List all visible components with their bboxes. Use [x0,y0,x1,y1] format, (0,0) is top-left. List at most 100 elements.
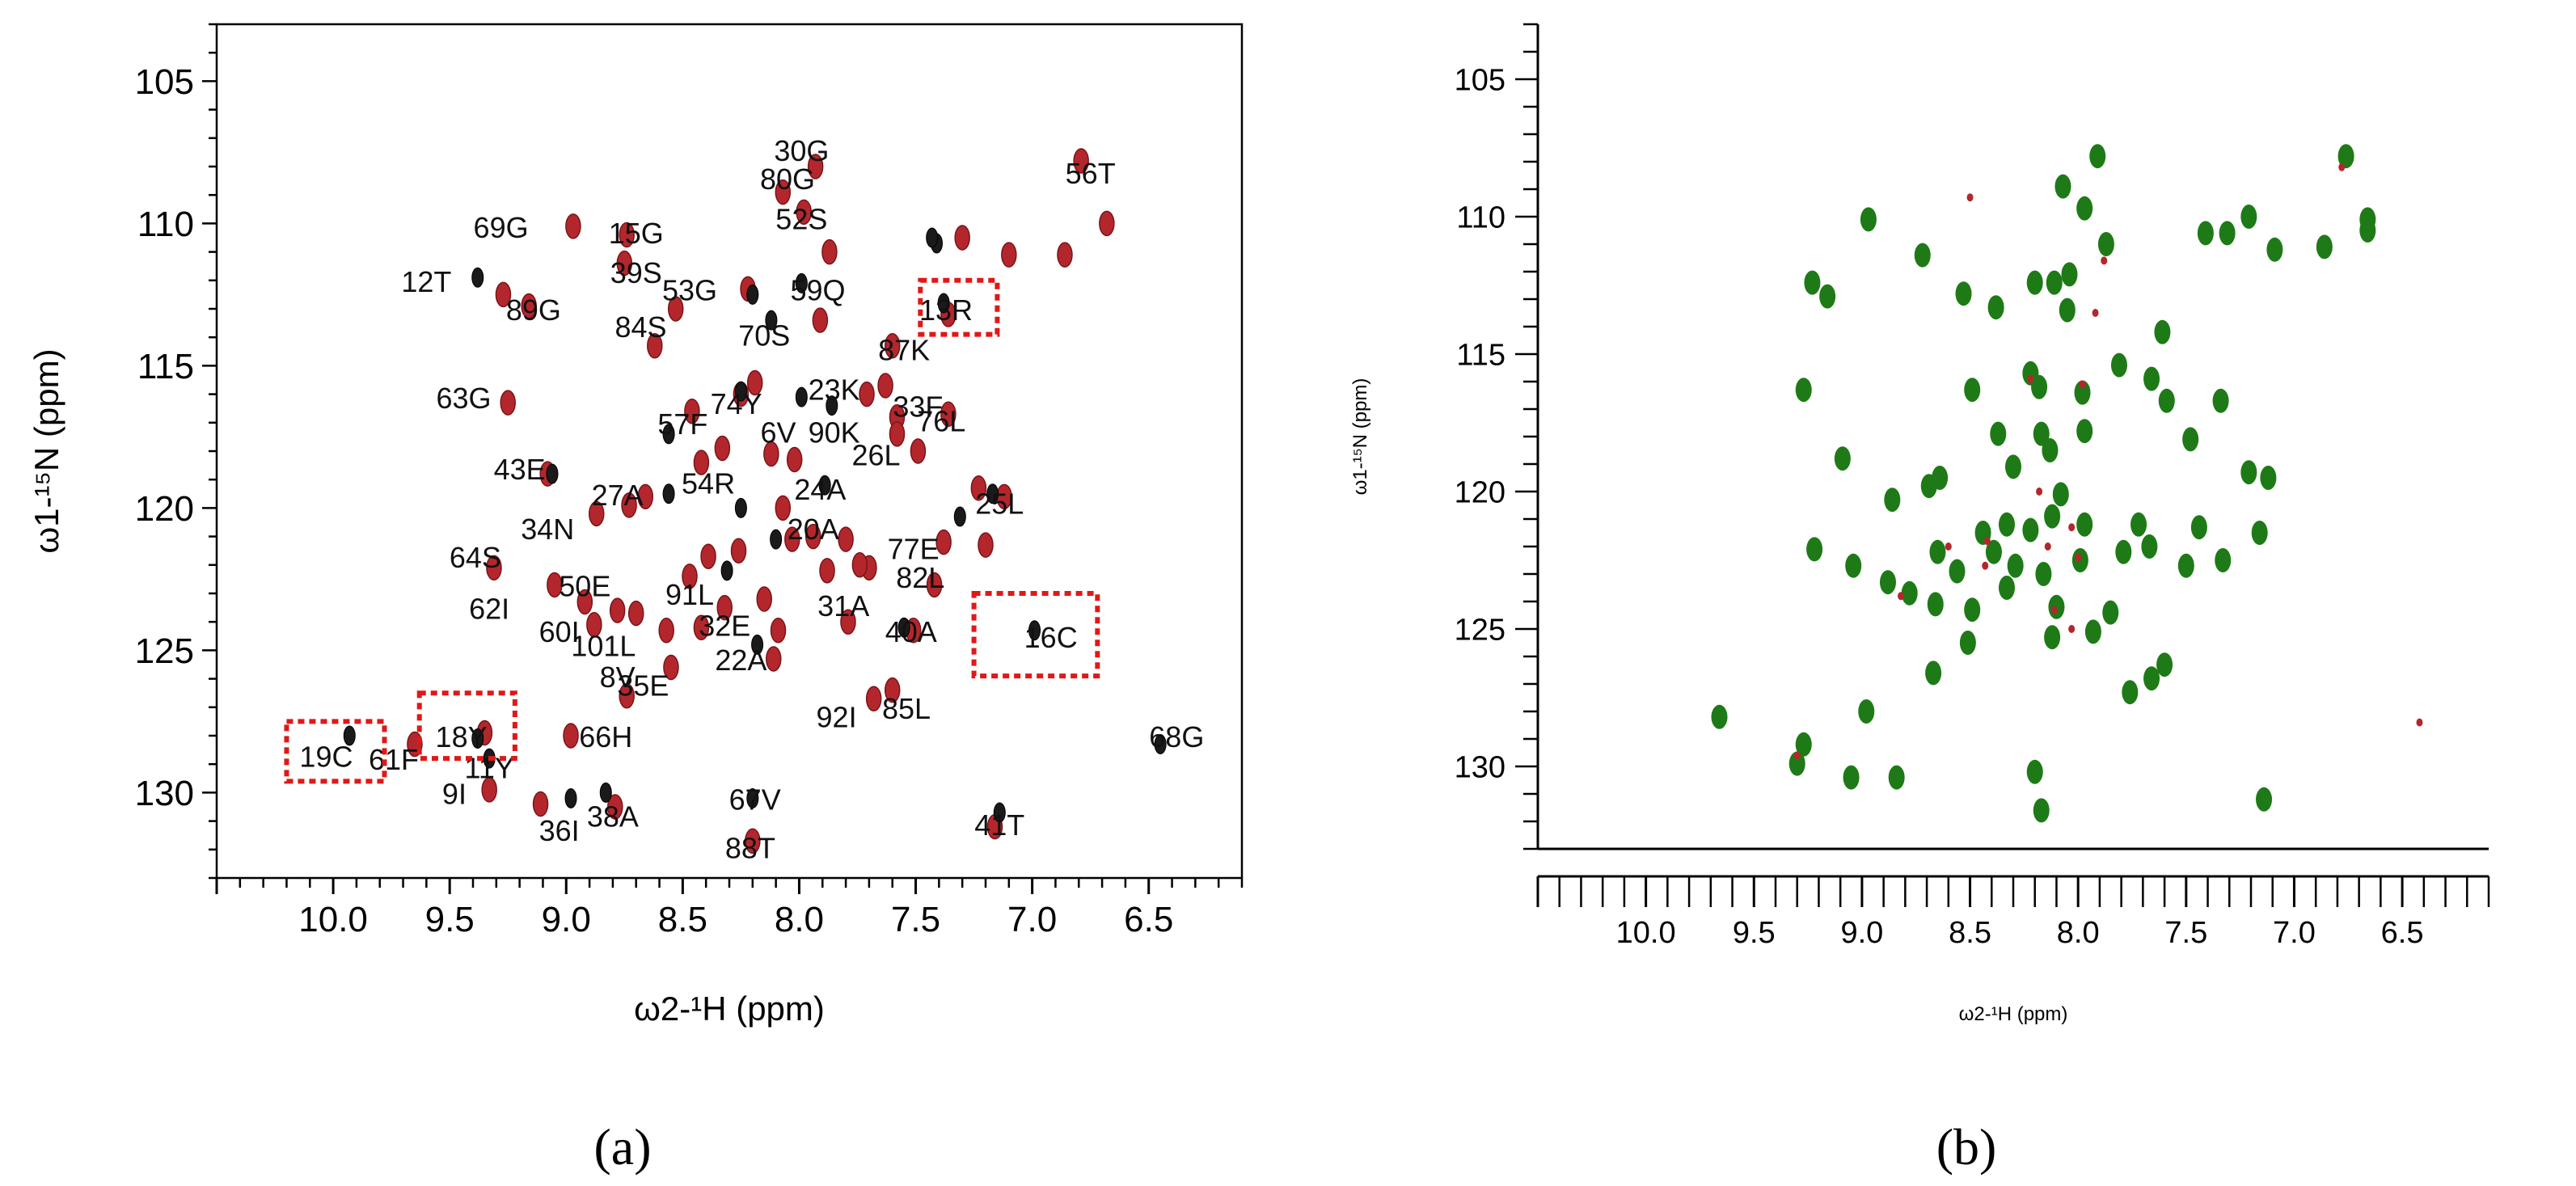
peak-black [926,227,939,248]
peak-red [840,609,856,635]
peak-red [935,529,952,555]
peak-label: 66H [579,720,632,753]
peak-red [588,500,605,527]
peak-red [714,435,731,462]
b-y-tick-label: 130 [1455,750,1505,784]
peak-green [1985,539,2002,564]
peak-label: 60I [539,615,580,648]
peak-green [2154,319,2171,344]
peak-red [812,307,829,333]
panel-b-hsqc-spectrum: 10.0 9.5 9.0 8.5 8.0 7.5 7.0 6.5 105 110 115 120 125… [1349,23,2490,1175]
peak-green [2212,388,2229,413]
peak-label: 18Y [436,720,488,753]
peak-label: 40A [885,615,937,648]
peak-red [1983,537,1991,546]
peak-red [2027,374,2034,383]
peak-green [2143,666,2160,691]
peak-green [2084,619,2101,644]
peak-green [1914,243,1931,268]
panel-b-y-axis-label: ω1-¹⁵N (ppm) [1349,378,1371,496]
peak-green [2076,419,2093,444]
peak-red [607,794,623,820]
peak-red [763,441,779,467]
peak-label: 80G [760,162,815,196]
peak-label: 27A [592,479,644,512]
peak-red [804,523,821,550]
peak-black [993,802,1006,823]
peak-green [2260,466,2277,490]
peak-green [1929,539,1946,564]
peak-label: 25L [975,487,1024,520]
peak-red [2068,625,2076,633]
peak-green [2240,460,2257,485]
peak-red [819,558,835,584]
peak-red [684,398,700,424]
peak-red [1898,592,1905,601]
peak-red [658,618,674,644]
peak-green [2337,144,2354,169]
peak-black [818,475,831,496]
peak-red [807,154,824,179]
peak-label: 23K [809,374,860,407]
peak-black [734,497,747,518]
peak-green [2156,652,2173,677]
panel-b-x-axis-label: ω2-¹H (ppm) [1959,1003,2068,1025]
peak-label: 92I [817,700,857,733]
peak-label: 35E [617,669,669,703]
peak-green [1901,580,1918,606]
peak-label: 12T [401,265,451,298]
peak-label: 64S [450,541,501,574]
peak-green [2054,174,2071,199]
peak-red [481,777,497,803]
peak-label: 52S [775,202,827,235]
peak-green [2033,421,2050,446]
peak-green [1888,765,1905,790]
peak-green [1920,474,1937,499]
peak-red [663,654,679,681]
peak-green [2033,798,2050,823]
peak-red [954,225,970,251]
a-y-tick-label: 125 [135,631,194,671]
a-x-tick-label: 8.5 [658,900,707,939]
peak-red [865,686,882,711]
peak-black [765,310,778,331]
peak-green [2251,521,2268,545]
peak-red [859,381,875,407]
peak-red [978,532,994,558]
peak-red [682,563,698,589]
peak-red [486,555,502,581]
peak-black [751,634,764,655]
peak-black [937,293,950,314]
peak-red [2044,542,2051,551]
peak-red [700,543,716,569]
panel-a-hsqc-spectrum: 56T 80G 52S 69G 15G 39S 12T 53G 59Q 13R 89G 84S 70S 8… [27,23,1244,1175]
peak-green [1795,732,1812,757]
peak-green [2042,438,2059,462]
peak-green [2005,454,2021,479]
peak-green [1964,597,1981,623]
peak-red [796,199,812,226]
peak-green [2007,553,2024,578]
peak-green [2190,515,2207,540]
peak-red [884,677,901,703]
peak-red [565,213,581,239]
peak-black [1028,620,1041,641]
peak-label: 41T [974,808,1024,842]
peak-label: 34N [521,513,574,546]
b-x-tick-label: 8.5 [1949,916,1991,950]
peak-red [730,538,747,563]
peak-green [2158,388,2175,413]
peak-black [746,787,759,808]
peak-green [1711,704,1728,729]
a-y-tick-label: 130 [135,774,194,813]
peak-red [532,791,549,817]
peak-red [786,446,803,473]
peak-red [621,492,637,518]
peak-label: 68G [1149,720,1204,753]
peak-black [471,728,484,749]
peak-green [1806,537,1823,562]
peak-red [1945,542,1952,551]
peak-red [637,483,654,510]
peak-black [1154,734,1167,755]
peak-green [2052,482,2069,507]
